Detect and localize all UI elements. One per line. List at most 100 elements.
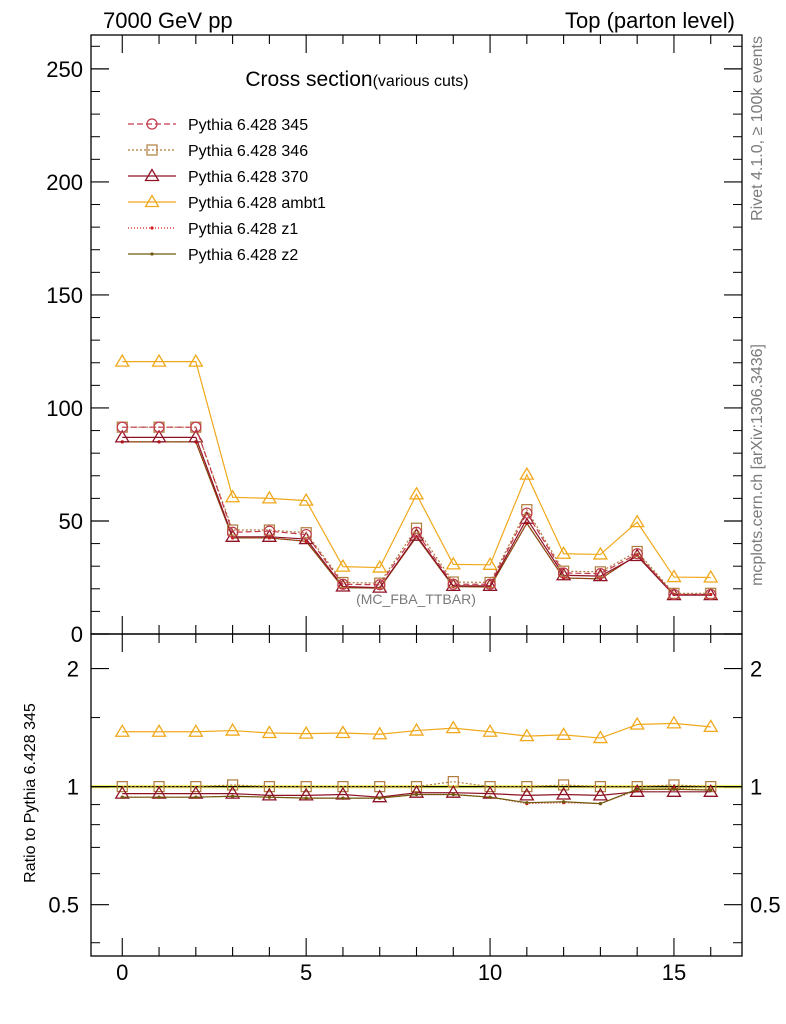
ratio-ylabel: Ratio to Pythia 6.428 345 [22,703,39,883]
ratio-370-point [445,784,461,798]
ratio-346-point [153,781,165,793]
mcplots-label: mcplots.cern.ch [arXiv:1306.3436] [749,344,766,586]
ratio-370-point [408,784,425,798]
header-right: Top (parton level) [565,8,735,33]
ratio-z2-point [672,787,676,791]
series-346-line [122,426,711,594]
ratio-ambt1-point [592,730,609,744]
series-ambt1-point [666,569,682,583]
ratio-z2-point [562,800,566,804]
legend-label: Pythia 6.428 z2 [188,247,298,264]
series-345-point [300,528,312,541]
series-345-point [410,526,423,538]
ratio-ambt1-point [298,725,314,739]
x-tick-label: 0 [116,960,128,985]
series-ambt1-point [224,489,241,503]
ratio-ambt1-point [372,726,388,740]
legend-marker [150,252,154,256]
legend-marker [144,168,160,182]
ratio-ambt1-point [335,725,351,739]
ratio-346-point [521,781,533,793]
ratio-ambt1-point [188,723,204,737]
ratio-ambt1-point [519,728,535,742]
series-ambt1-point [261,490,278,504]
series-ambt1-point [298,492,314,506]
series-345-point [521,507,533,519]
ratio-y-tick-label: 2 [67,657,79,682]
ratio-370-line [122,791,711,798]
legend-label: Pythia 6.428 370 [188,169,308,186]
ratio-z2-point [525,801,529,805]
series-346-point [521,504,533,516]
y-tick-label: 150 [46,283,83,308]
ratio-z2-point [194,795,198,799]
series-345-point [484,578,496,590]
series-345-point [263,525,275,537]
legend-label: Pythia 6.428 345 [188,117,308,134]
legend-marker [146,118,158,130]
ratio-346-point [558,779,570,791]
ratio-370-point [703,784,719,797]
ratio-y-tick-label-right: 0.5 [750,893,781,918]
chart-subtitle: (various cuts) [373,73,469,90]
ratio-ambt1-point [482,723,498,737]
chart-title-main: Cross section [245,68,372,91]
ratio-z2-point [231,794,235,798]
legend-marker [150,226,154,230]
series-370-point [114,429,130,443]
ratio-z2-point [267,795,271,799]
main-series-group [114,353,719,601]
x-tick-label: 5 [300,960,312,985]
ratio-346-point [227,779,239,791]
ratio-346-point [484,781,496,793]
ratio-370-point [555,786,572,800]
ratio-ambt1-point [445,720,461,734]
series-345-point [594,568,606,580]
ratio-y-tick-label: 0.5 [48,893,79,918]
series-370-line [122,436,711,596]
ratio-z2-point [341,796,345,800]
ratio-plot: 0.5 0.5 1 1 2 2 0 5 10 15 [48,633,781,985]
series-370-point [335,578,351,592]
series-ambt1-point [555,545,572,559]
series-ambt1-point [519,466,535,480]
series-ambt1-point [114,353,130,367]
ratio-346-point [300,781,312,793]
y-tick-label: 100 [46,396,83,421]
ratio-346-point [594,781,606,793]
series-ambt1-point [703,569,719,583]
series-370-point [372,579,388,593]
series-370-point [555,567,572,581]
ratio-346-point [116,781,128,793]
series-345-point [227,526,239,538]
header-left: 7000 GeV pp [103,8,233,33]
series-370-point [261,529,278,542]
series-ambt1-point [629,514,645,528]
ratio-ambt1-point [666,715,682,729]
series-345-point [337,578,349,590]
ratio-370-point [372,789,388,803]
ratio-370-point [592,787,609,801]
ratio-370-point [666,784,682,797]
series-ambt1-point [151,353,167,367]
ratio-ambt1-point [114,723,130,737]
analysis-label: (MC_FBA_TTBAR) [356,591,476,607]
ratio-ambt1-point [703,719,719,733]
ratio-z2-point [709,788,713,792]
ratio-ambt1-point [629,716,645,730]
ratio-ambt1-point [261,725,278,739]
ratio-ambt1-line [122,722,711,739]
ratio-346-point [263,781,275,793]
ratio-370-point [261,787,278,801]
ratio-346-point [337,781,349,793]
ratio-z2-point [304,796,308,800]
series-ambt1-point [408,486,425,500]
series-ambt1-point [482,557,498,570]
ratio-y-tick-label-right: 1 [750,775,762,800]
series-345-point [190,421,202,433]
series-345-point [668,588,680,601]
series-z1-line [122,441,711,596]
ratio-z2-point [120,795,124,799]
ratio-z2-point [157,795,161,799]
legend: Pythia 6.428 345 Pythia 6.428 346 Pythia 6… [128,117,326,264]
